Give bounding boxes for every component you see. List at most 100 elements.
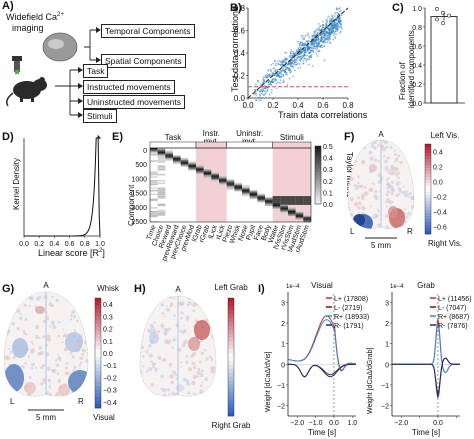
- b-point: [289, 51, 292, 53]
- panel-c-bar: 0.0 0.2 0.4 0.6 0.8 1.0: [412, 6, 465, 108]
- b-ytick-label: 0.0: [234, 94, 246, 103]
- b-point: [323, 45, 326, 48]
- b-point: [308, 58, 311, 61]
- map-speck: [148, 353, 153, 358]
- b-point: [281, 63, 284, 65]
- b-point: [331, 22, 334, 25]
- map-speck: [168, 327, 172, 331]
- b-point: [276, 72, 279, 75]
- map-speck: [348, 170, 350, 173]
- map-speck: [354, 142, 359, 147]
- e-cell: [180, 161, 189, 163]
- i-xtick-label: 1.0: [347, 420, 357, 427]
- map-speck: [24, 333, 28, 336]
- b-point: [297, 62, 299, 65]
- e-cell: [280, 205, 288, 208]
- map-speck: [34, 305, 37, 308]
- map-speck: [12, 355, 16, 359]
- map-speck: [185, 378, 190, 383]
- b-point: [339, 19, 342, 22]
- map-speck: [70, 318, 73, 321]
- map-speck: [55, 363, 60, 368]
- map-speck: [200, 369, 204, 373]
- map-speck: [28, 375, 32, 379]
- panel-c-label: C): [392, 2, 404, 14]
- map-speck: [60, 293, 64, 296]
- e-ytick-label: 2500: [131, 219, 147, 226]
- map-speck: [16, 327, 20, 331]
- panel-b-label: B): [230, 2, 242, 14]
- map-speck: [27, 355, 31, 358]
- cbar-cell: [228, 412, 234, 417]
- e-cell: [173, 156, 181, 159]
- c-point: [435, 17, 439, 22]
- map-speck: [386, 190, 391, 194]
- e-cell: [280, 210, 288, 213]
- f-left: L: [350, 227, 355, 236]
- e-cell: [150, 199, 158, 202]
- e-ytick-label: 500: [135, 162, 147, 169]
- b-point: [295, 59, 298, 61]
- map-speck: [52, 325, 57, 330]
- map-speck: [144, 302, 148, 306]
- b-point: [333, 26, 336, 29]
- e-group-label: Stimuli: [280, 133, 304, 142]
- e-cell: [234, 189, 242, 192]
- map-speck: [180, 361, 183, 364]
- e-cell: [150, 215, 158, 218]
- panel-i-kernels: 1e−4 Visual −2 −1 0 1 2 3 −2.0 −1.0 0.0 1.0 L+ (1780…: [277, 281, 472, 437]
- b-point: [264, 74, 267, 77]
- map-speck: [353, 183, 357, 187]
- map-speck: [38, 336, 41, 340]
- e-regressor-label: rLick: [215, 224, 227, 241]
- b-point: [302, 54, 305, 57]
- cbar-cell: [425, 201, 431, 205]
- cbar-tick: 0.0: [433, 180, 443, 187]
- e-cell: [165, 152, 173, 155]
- e-cbar-tick: 0.4: [323, 156, 333, 163]
- map-speck: [199, 373, 204, 378]
- b-point: [339, 9, 342, 12]
- panel-g-label: G): [2, 283, 15, 295]
- map-speck: [197, 367, 201, 371]
- b-point: [336, 11, 338, 14]
- cbar-cell: [95, 375, 101, 379]
- e-cell: [157, 173, 166, 176]
- map-speck: [363, 185, 367, 190]
- map-speck: [199, 384, 203, 388]
- b-point: [293, 59, 296, 62]
- map-speck: [394, 140, 399, 146]
- map-speck: [404, 192, 409, 198]
- map-speck: [351, 152, 356, 156]
- b-point: [298, 53, 301, 56]
- cbar-cell: [228, 380, 234, 385]
- b-point: [260, 92, 263, 95]
- cbar-tick: 0.3: [103, 314, 113, 321]
- b-point: [299, 48, 302, 51]
- cbar-tick: 0.4: [433, 150, 443, 157]
- map-speck: [146, 370, 149, 373]
- map-speck: [37, 351, 42, 357]
- map-speck: [56, 394, 59, 397]
- b-point: [274, 62, 277, 65]
- c-ytick-label: 0.2: [412, 82, 422, 89]
- map-speck: [140, 397, 144, 401]
- map-blob: [387, 169, 395, 175]
- cbar-cell: [425, 171, 431, 175]
- i-legend-label: R+ (18933): [334, 314, 369, 321]
- i-ytick-label: −2: [381, 404, 389, 411]
- map-speck: [202, 300, 206, 305]
- e-cell: [303, 220, 311, 223]
- cbar-cell: [425, 210, 431, 214]
- map-speck: [34, 334, 39, 339]
- map-outline: [139, 295, 217, 397]
- b-point: [303, 57, 306, 60]
- cbar-cell: [95, 331, 101, 335]
- cbar-cell: [425, 174, 431, 178]
- b-point: [295, 61, 298, 64]
- b-point: [340, 27, 343, 30]
- map-speck: [361, 196, 365, 199]
- e-cell: [303, 215, 311, 218]
- b-point: [279, 82, 281, 85]
- e-cell: [288, 197, 296, 199]
